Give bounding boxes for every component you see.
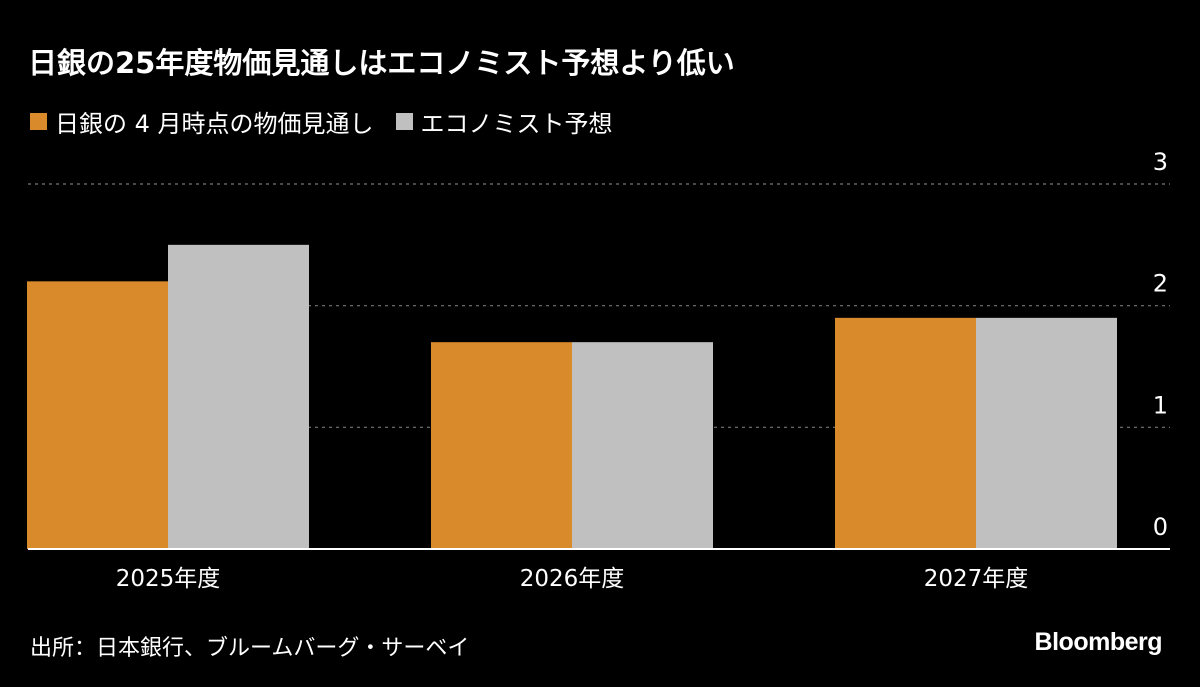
bar-economists <box>976 317 1117 549</box>
brand-logo: Bloomberg <box>1034 628 1163 656</box>
x-tick-label: 2026年度 <box>520 566 625 592</box>
bar-boj <box>431 342 572 549</box>
x-tick-label: 2027年度 <box>924 566 1029 592</box>
y-tick-label: 0 <box>1153 513 1168 541</box>
y-tick-label: 1 <box>1153 391 1168 419</box>
bar-economists <box>168 244 309 550</box>
legend-swatch-boj <box>30 113 47 130</box>
legend: 日銀の 4 月時点の物価見通し エコノミスト予想 <box>30 104 635 139</box>
chart-title: 日銀の25年度物価見通しはエコノミスト予想より低い <box>28 46 735 80</box>
source-note: 出所：日本銀行、ブルームバーグ・サーベイ <box>30 636 470 661</box>
legend-label-economists: エコノミスト予想 <box>420 110 613 138</box>
legend-item-economists: エコノミスト予想 <box>395 104 613 139</box>
bar-boj <box>27 281 168 549</box>
legend-item-boj: 日銀の 4 月時点の物価見通し <box>30 104 374 139</box>
legend-swatch-economists <box>395 113 413 130</box>
legend-label-boj: 日銀の 4 月時点の物価見通し <box>55 110 374 138</box>
x-tick-label: 2025年度 <box>116 566 221 592</box>
y-tick-label: 3 <box>1153 148 1168 176</box>
y-tick-label: 2 <box>1153 270 1168 298</box>
bar-economists <box>572 342 713 549</box>
bar-boj <box>835 317 976 549</box>
